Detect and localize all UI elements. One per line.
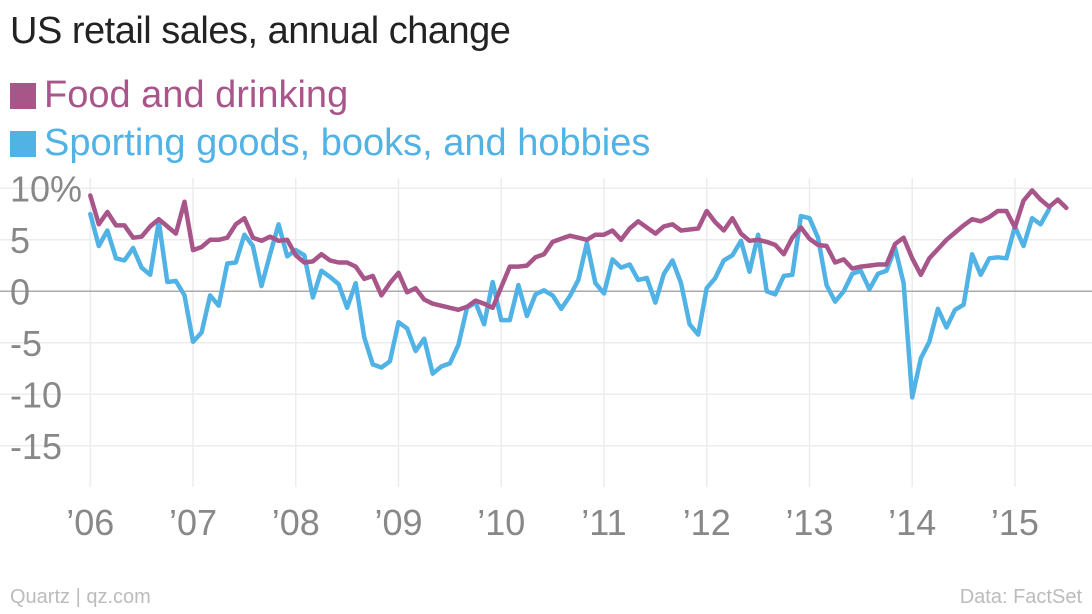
- legend-label-food: Food and drinking: [44, 74, 349, 116]
- x-tick-label: ’06: [66, 502, 114, 543]
- chart-title: US retail sales, annual change: [10, 10, 511, 52]
- x-tick-label: ’07: [169, 502, 217, 543]
- x-tick-label: ’09: [374, 502, 422, 543]
- y-tick-label: 5: [10, 220, 30, 261]
- y-tick-label: 10%: [10, 168, 82, 209]
- legend-item-sporting: Sporting goods, books, and hobbies: [10, 122, 650, 165]
- y-tick-label: 0: [10, 271, 30, 312]
- x-tick-label: ’12: [683, 502, 731, 543]
- y-tick-label: -15: [10, 426, 62, 467]
- x-tick-label: ’13: [785, 502, 833, 543]
- x-tick-label: ’15: [991, 502, 1039, 543]
- series-line-food: [88, 188, 1069, 313]
- source-credit: Quartz | qz.com: [10, 586, 151, 608]
- legend-swatch-food: [10, 82, 36, 109]
- y-tick-label: -10: [10, 374, 62, 415]
- x-tick-label: ’11: [581, 502, 626, 543]
- legend-item-food: Food and drinking: [10, 74, 348, 117]
- x-tick-label: ’10: [477, 502, 525, 543]
- x-tick-label: ’14: [888, 502, 936, 543]
- y-tick-label: -5: [10, 323, 42, 364]
- data-source: Data: FactSet: [959, 586, 1082, 608]
- x-tick-label: ’08: [272, 502, 320, 543]
- legend-swatch-sporting: [10, 130, 36, 157]
- legend-label-sporting: Sporting goods, books, and hobbies: [44, 122, 651, 164]
